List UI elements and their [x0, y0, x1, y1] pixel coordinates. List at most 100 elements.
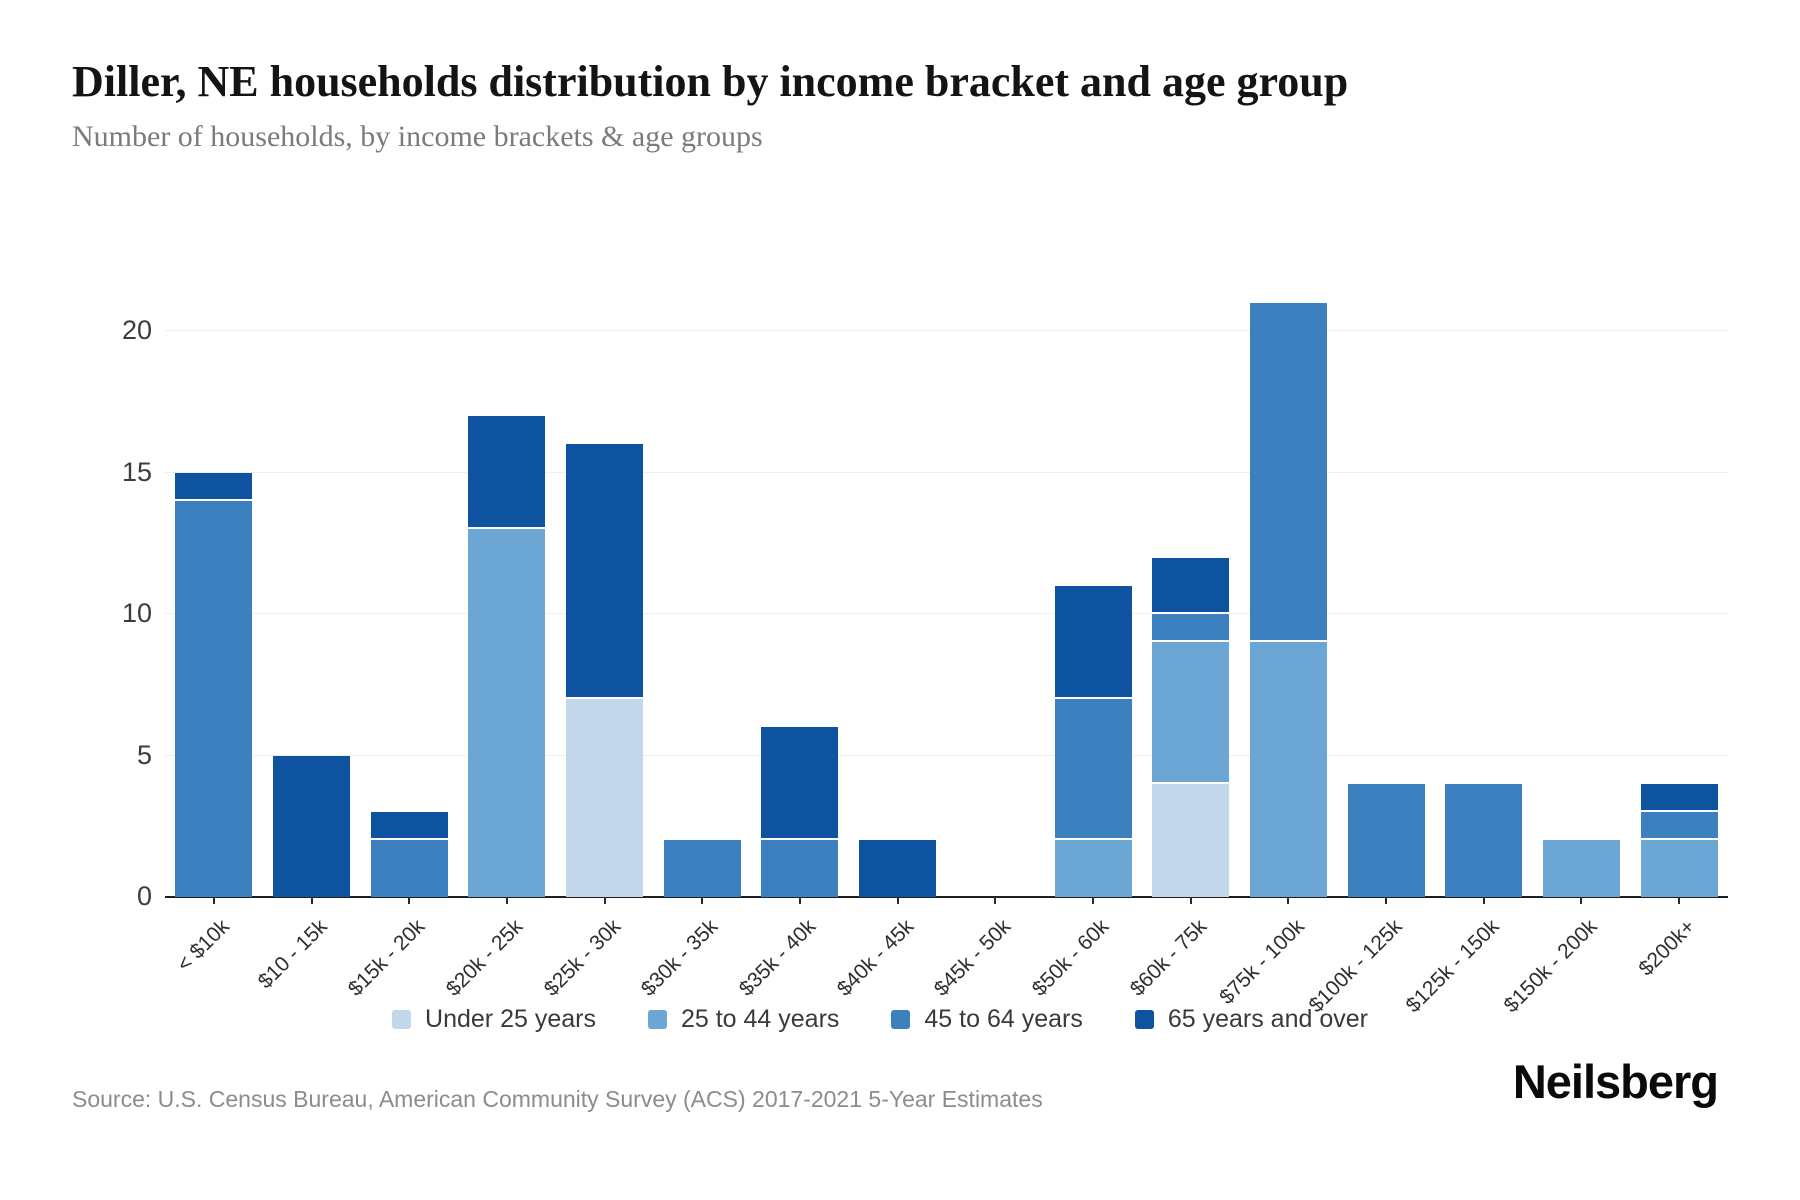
y-tick-label: 20	[121, 315, 152, 346]
bar-segment[interactable]	[468, 416, 546, 530]
legend-label: 25 to 44 years	[680, 1005, 840, 1033]
bar-segment[interactable]	[1640, 840, 1718, 897]
legend-label: 65 years and over	[1167, 1005, 1368, 1033]
x-tick	[212, 897, 215, 904]
x-tick-label: $35k - 40k	[734, 915, 821, 1001]
bar	[1542, 252, 1620, 897]
bar-segment[interactable]	[1640, 812, 1718, 841]
bar-segment[interactable]	[566, 444, 644, 699]
bar-segment[interactable]	[175, 472, 253, 501]
bar-segment[interactable]	[1542, 840, 1620, 897]
bar-segment[interactable]	[1054, 698, 1132, 841]
x-tick-label: $150k - 200k	[1499, 915, 1602, 1018]
bar-segment[interactable]	[175, 500, 253, 897]
bar-segment[interactable]	[1347, 783, 1425, 897]
x-tick	[798, 897, 801, 904]
bar-segment[interactable]	[1249, 302, 1327, 643]
x-tick	[1385, 897, 1388, 904]
x-tick	[1580, 897, 1583, 904]
bar	[1054, 252, 1132, 897]
y-tick-label: 10	[121, 598, 152, 629]
bar-segment[interactable]	[859, 840, 937, 897]
bar-segment[interactable]	[1152, 642, 1230, 784]
legend: Under 25 years 25 to 44 years 45 to 64 yea…	[0, 1005, 1760, 1034]
bar	[468, 252, 546, 897]
legend-label: 45 to 64 years	[924, 1005, 1083, 1033]
y-grid-line	[165, 754, 1728, 756]
bar-segment[interactable]	[663, 840, 741, 897]
brand-logo: Neilsberg	[1512, 1055, 1719, 1108]
bar-segment[interactable]	[1054, 585, 1132, 699]
bar	[761, 252, 839, 897]
legend-swatch-icon	[1134, 1010, 1154, 1029]
bar	[1640, 252, 1718, 897]
bar-segment[interactable]	[1152, 783, 1230, 897]
legend-item[interactable]: 25 to 44 years	[647, 1005, 840, 1034]
legend-label: Under 25 years	[425, 1005, 596, 1033]
bar-segment[interactable]	[1152, 557, 1230, 615]
source-note: Source: U.S. Census Bureau, American Com…	[72, 1086, 1043, 1112]
bar	[663, 252, 741, 897]
bar	[859, 252, 937, 897]
y-tick-label: 5	[136, 739, 152, 770]
x-tick-label: $15k - 20k	[343, 915, 430, 1001]
bar-segment[interactable]	[1152, 614, 1230, 643]
legend-swatch-icon	[392, 1010, 412, 1029]
x-tick	[505, 897, 508, 904]
y-tick-label: 15	[121, 456, 152, 487]
y-tick-label: 0	[136, 881, 152, 911]
x-tick	[896, 897, 899, 904]
x-tick-label: < $10k	[172, 915, 235, 977]
legend-swatch-icon	[891, 1010, 911, 1029]
x-tick	[1092, 897, 1095, 904]
y-grid-line	[165, 471, 1728, 473]
x-tick	[1189, 897, 1192, 904]
bar	[175, 252, 253, 897]
bar-segment[interactable]	[370, 812, 448, 841]
bar-segment[interactable]	[761, 727, 839, 841]
x-tick-label: $200k+	[1634, 915, 1700, 981]
bar	[1249, 252, 1327, 897]
bar-segment[interactable]	[1249, 642, 1327, 897]
x-tick-label: $125k - 150k	[1401, 915, 1505, 1018]
chart-subtitle: Number of households, by income brackets…	[72, 120, 763, 153]
x-tick	[701, 897, 704, 904]
x-tick-label: $20k - 25k	[441, 915, 528, 1001]
x-tick	[1287, 897, 1290, 904]
bar	[370, 252, 448, 897]
legend-item[interactable]: 45 to 64 years	[891, 1005, 1083, 1034]
x-tick-label: $100k - 125k	[1304, 915, 1407, 1018]
y-grid-line	[165, 613, 1728, 615]
x-tick	[994, 897, 997, 904]
bar-segment[interactable]	[761, 840, 839, 897]
x-tick-label: $10 - 15k	[253, 915, 332, 994]
bar	[566, 252, 644, 897]
bar	[273, 252, 351, 897]
x-tick-label: $50k - 60k	[1027, 915, 1114, 1001]
bar-segment[interactable]	[1054, 840, 1132, 897]
chart-title: Diller, NE households distribution by in…	[72, 57, 1349, 106]
x-tick-label: $75k - 100k	[1214, 915, 1309, 1009]
x-tick-label: $60k - 75k	[1125, 915, 1211, 1001]
x-tick	[408, 897, 411, 904]
x-tick-label: $30k - 35k	[636, 915, 723, 1001]
x-tick-label: $25k - 30k	[539, 915, 625, 1001]
y-grid-line	[165, 330, 1728, 332]
bar	[1347, 252, 1425, 897]
x-tick-label: $45k - 50k	[930, 915, 1016, 1001]
bar-segment[interactable]	[370, 840, 448, 897]
bar-segment[interactable]	[273, 755, 351, 897]
bar	[1152, 252, 1230, 897]
x-tick	[1678, 897, 1681, 904]
bar-segment[interactable]	[468, 529, 546, 897]
legend-item[interactable]: Under 25 years	[392, 1005, 596, 1034]
x-axis-line	[165, 896, 1728, 898]
bar-segment[interactable]	[566, 698, 644, 897]
legend-item[interactable]: 65 years and over	[1134, 1005, 1368, 1034]
bar-segment[interactable]	[1445, 783, 1523, 897]
plot-area	[165, 252, 1728, 898]
legend-swatch-icon	[647, 1010, 667, 1029]
bar-segment[interactable]	[1640, 783, 1718, 813]
x-tick	[310, 897, 313, 904]
